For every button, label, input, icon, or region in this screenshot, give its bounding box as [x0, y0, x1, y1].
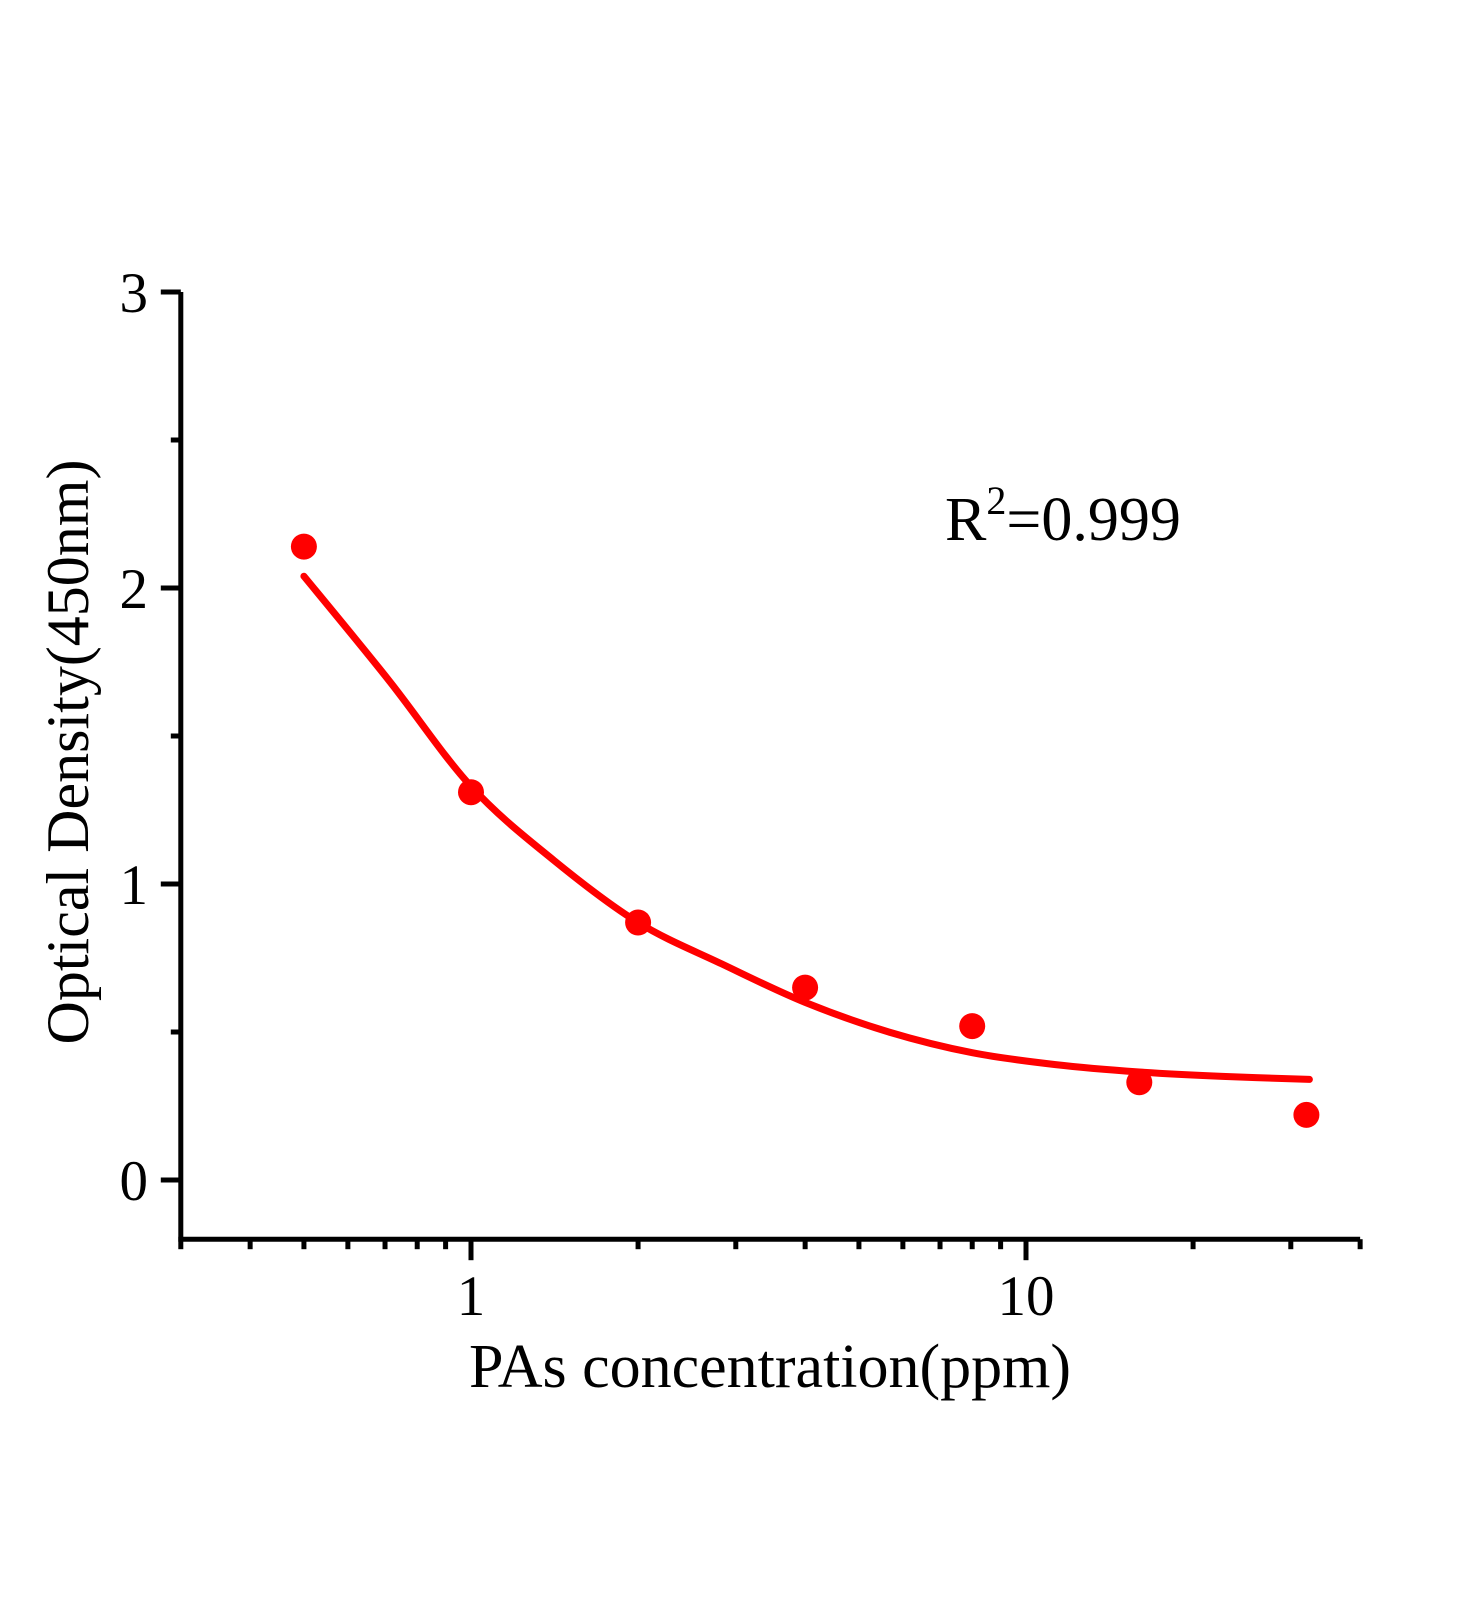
r-squared-annotation: R2=0.999 — [945, 478, 1181, 554]
data-point — [625, 909, 652, 936]
data-point — [1293, 1101, 1320, 1128]
r-squared-base: R — [945, 486, 987, 554]
x-axis-title: PAs concentration(ppm) — [469, 1333, 1071, 1401]
fit-curve — [300, 572, 1313, 1083]
y-axis-title: Optical Density(450nm) — [35, 460, 101, 1045]
y-tick-label: 3 — [120, 262, 149, 325]
data-point — [458, 779, 484, 806]
axes — [178, 292, 1361, 1242]
x-tick-label: 10 — [998, 1265, 1055, 1328]
data-point — [290, 533, 317, 560]
x-tick-label: 1 — [457, 1265, 486, 1328]
y-tick-label: 0 — [120, 1150, 149, 1213]
data-points — [290, 533, 1320, 1128]
data-point — [1126, 1069, 1153, 1096]
data-point — [959, 1013, 986, 1040]
r-squared-superscript: 2 — [986, 478, 1006, 523]
y-tick-label: 1 — [120, 854, 149, 917]
r-squared-value: =0.999 — [1006, 486, 1180, 554]
axis-ticks — [160, 289, 1363, 1261]
tick-labels: 0 1 2 3 1 10 — [120, 262, 1055, 1328]
y-tick-label: 2 — [120, 558, 149, 621]
data-point — [792, 974, 819, 1001]
